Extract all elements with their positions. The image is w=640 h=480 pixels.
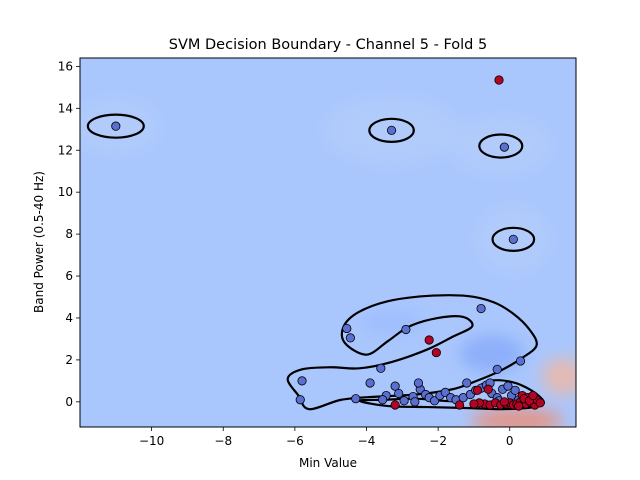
density-region-6 [541,357,576,396]
y-tick-label: 4 [65,311,73,325]
x-tick-label: −10 [139,434,164,448]
data-point-class-0-17 [394,388,404,399]
data-point-class-0-6 [345,333,355,343]
data-point-class-0-41 [410,397,420,407]
data-point-class-1-27 [514,401,524,411]
data-point-class-1-3 [472,385,483,395]
data-point-class-0-10 [492,364,502,374]
density-region-7 [470,408,564,427]
data-point-class-1-22 [535,398,545,408]
data-point-class-0-9 [515,356,526,366]
data-point-class-1-24 [469,399,479,409]
data-point-class-0-11 [297,376,307,386]
decision-boundary-contour-1 [368,117,415,143]
data-point-class-1-4 [483,384,493,394]
plot-frame [79,57,577,428]
data-point-class-0-8 [376,363,386,373]
density-region-1 [359,309,424,335]
y-tick-label: 2 [65,353,73,367]
y-tick-label: 10 [58,185,73,199]
x-tick-label: −6 [286,434,304,448]
data-point-class-0-14 [351,394,361,404]
data-point-class-0-38 [510,385,520,395]
x-tick-label: −8 [214,434,232,448]
data-point-class-1-2 [431,347,441,358]
data-point-class-0-36 [503,381,513,391]
data-point-class-0-43 [462,378,472,388]
data-point-class-0-42 [378,395,388,405]
y-tick-label: 6 [65,269,73,283]
data-point-class-0-13 [365,378,375,388]
data-point-class-1-29 [528,390,538,401]
x-axis: −10 −8 −6 −4 −2 0 [139,427,514,448]
y-tick-label: 14 [58,101,73,115]
x-axis-label: Min Value [299,456,357,470]
data-point-class-1-6 [455,400,465,410]
data-point-class-0-12 [295,395,305,405]
y-tick-label: 0 [65,395,73,409]
data-point-class-0-40 [399,396,409,406]
data-point-class-0-20 [413,378,424,388]
chart-title: SVM Decision Boundary - Channel 5 - Fold… [169,37,487,53]
x-tick-label: 0 [506,434,514,448]
decision-boundary-contour-0 [86,113,145,139]
data-point-class-0-0 [111,121,121,131]
data-point-class-0-7 [401,324,411,335]
data-point-class-1-5 [390,400,400,410]
y-axis-label: Band Power (0.5-40 Hz) [32,171,46,313]
data-point-class-1-0 [494,75,504,85]
y-tick-label: 16 [58,59,73,73]
y-tick-label: 12 [58,143,73,157]
data-point-class-1-28 [499,397,509,407]
x-tick-label: −2 [429,434,447,448]
data-points-layer [111,75,545,411]
data-point-class-0-2 [499,142,509,152]
decision-boundary-contour-3 [491,226,536,252]
data-point-class-0-3 [508,234,518,244]
data-point-class-0-4 [476,303,486,314]
data-point-class-1-1 [424,335,434,345]
decision-boundary-contour-2 [478,133,524,159]
y-tick-label: 8 [65,227,73,241]
data-point-class-0-5 [342,323,352,334]
decision-boundary-contour-4 [286,294,538,411]
density-region-0 [459,334,525,373]
y-axis: 0 2 4 6 8 10 12 14 16 [58,59,80,409]
data-point-class-0-1 [386,125,397,135]
data-point-class-0-16 [390,381,400,391]
x-tick-label: −4 [358,434,376,448]
